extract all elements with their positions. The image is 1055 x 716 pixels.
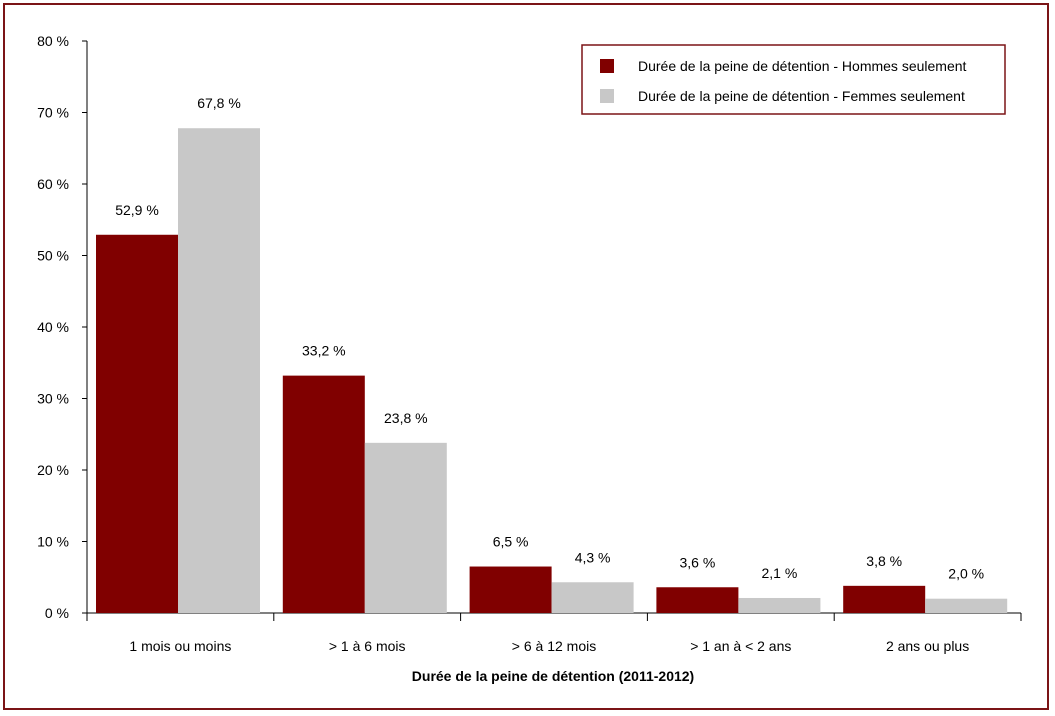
x-axis-title: Durée de la peine de détention (2011-201… — [412, 668, 694, 684]
legend-swatch-hommes — [600, 59, 614, 73]
data-label: 23,8 % — [384, 410, 428, 426]
y-tick-label: 50 % — [37, 248, 69, 264]
data-label: 4,3 % — [575, 549, 611, 565]
bar-hommes — [282, 375, 365, 613]
y-tick-label: 80 % — [37, 33, 69, 49]
bar-femmes — [925, 598, 1008, 613]
y-tick-label: 30 % — [37, 391, 69, 407]
data-label: 67,8 % — [197, 95, 241, 111]
y-tick-label: 20 % — [37, 462, 69, 478]
data-label: 6,5 % — [493, 534, 529, 550]
y-tick-label: 0 % — [45, 605, 69, 621]
bar-femmes — [364, 442, 447, 613]
x-tick-label: > 1 an à < 2 ans — [690, 638, 791, 654]
bar-femmes — [551, 582, 634, 613]
data-label: 52,9 % — [115, 202, 159, 218]
bar-hommes — [843, 585, 926, 613]
data-label: 2,0 % — [948, 566, 984, 582]
bar-femmes — [178, 128, 260, 614]
legend-label: Durée de la peine de détention - Femmes … — [638, 88, 965, 104]
x-tick-label: > 1 à 6 mois — [329, 638, 406, 654]
y-tick-label: 70 % — [37, 105, 69, 121]
y-tick-label: 60 % — [37, 176, 69, 192]
bar-hommes — [656, 587, 739, 613]
legend-box — [581, 44, 1006, 115]
y-tick-label: 40 % — [37, 319, 69, 335]
data-label: 3,8 % — [866, 553, 902, 569]
data-label: 2,1 % — [761, 565, 797, 581]
legend-swatch-femmes — [600, 89, 614, 103]
chart-frame — [3, 3, 1049, 710]
bar-hommes — [469, 566, 552, 613]
data-label: 33,2 % — [302, 343, 346, 359]
bar-hommes — [96, 234, 178, 613]
x-tick-label: 2 ans ou plus — [886, 638, 969, 654]
y-tick-label: 10 % — [37, 534, 69, 550]
x-tick-label: > 6 à 12 mois — [512, 638, 596, 654]
legend-label: Durée de la peine de détention - Hommes … — [638, 58, 967, 74]
x-tick-label: 1 mois ou moins — [129, 638, 231, 654]
bar-femmes — [738, 597, 821, 613]
data-label: 3,6 % — [679, 554, 715, 570]
